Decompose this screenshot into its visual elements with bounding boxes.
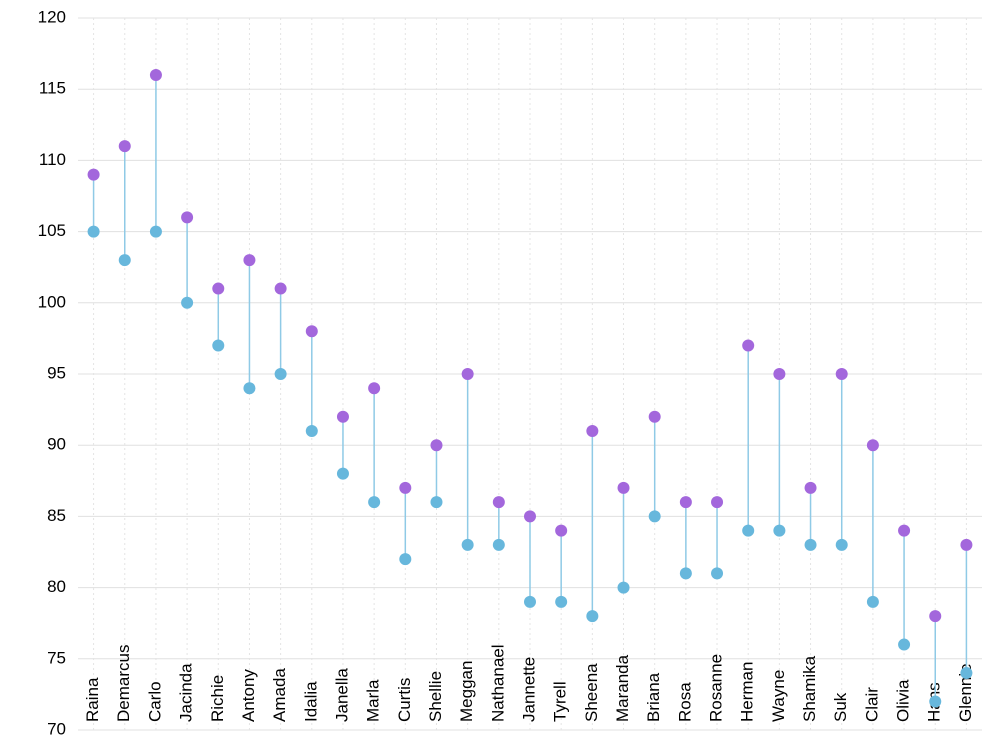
low-point (492, 538, 505, 551)
x-tick-label: Antony (239, 669, 258, 722)
low-point (586, 610, 599, 623)
high-point (648, 410, 661, 423)
low-point (648, 510, 661, 523)
y-tick-label: 110 (39, 150, 66, 169)
x-tick-label: Demarcus (114, 645, 133, 722)
x-tick-label: Rosa (675, 682, 694, 722)
y-tick-label: 100 (38, 292, 66, 311)
x-tick-label: Meggan (457, 661, 476, 722)
low-point (336, 467, 349, 480)
low-point (866, 595, 879, 608)
y-tick-label: 85 (47, 506, 66, 525)
high-point (430, 439, 443, 452)
high-point (711, 496, 724, 509)
low-point (305, 424, 318, 437)
y-tick-label: 115 (39, 79, 66, 98)
high-point (773, 368, 786, 380)
low-point (118, 254, 131, 267)
x-tick-label: Shamika (800, 655, 819, 722)
x-tick-label: Briana (644, 672, 663, 722)
high-point (492, 496, 505, 509)
high-point (336, 410, 349, 423)
x-tick-label: Tyrell (551, 681, 570, 722)
high-point (835, 368, 848, 380)
y-tick-label: 80 (47, 577, 66, 596)
high-point (399, 481, 412, 494)
high-point (368, 382, 381, 395)
low-point (773, 524, 786, 537)
low-point (960, 667, 973, 680)
low-point (898, 638, 911, 651)
low-point (243, 382, 256, 395)
low-point (929, 695, 942, 708)
low-point (399, 553, 412, 566)
x-tick-label: Wayne (769, 670, 788, 722)
low-point (430, 496, 443, 509)
high-point (118, 140, 131, 153)
x-tick-label: Sheena (582, 663, 601, 722)
x-tick-label: Carlo (145, 681, 164, 722)
low-point (742, 524, 755, 537)
low-point (711, 567, 724, 580)
high-point (742, 339, 755, 352)
y-tick-label: 75 (47, 648, 66, 667)
low-point (181, 296, 194, 309)
low-point (87, 225, 100, 238)
high-point (305, 325, 318, 338)
high-point (181, 211, 194, 224)
x-tick-label: Rosanne (707, 654, 726, 722)
y-tick-label: 90 (47, 435, 66, 454)
y-tick-label: 120 (38, 7, 66, 26)
low-point (804, 538, 817, 551)
high-point (274, 282, 287, 295)
low-point (149, 225, 162, 238)
high-point (243, 254, 256, 267)
high-point (804, 481, 817, 494)
x-tick-label: Clair (862, 687, 881, 722)
low-point (555, 595, 568, 608)
y-tick-label: 105 (38, 221, 66, 240)
high-point (524, 510, 536, 523)
low-point (274, 368, 287, 380)
x-tick-label: Herman (738, 662, 757, 722)
low-point (524, 595, 536, 608)
x-tick-label: Idalia (301, 681, 320, 722)
high-point (149, 68, 162, 81)
x-tick-label: Jacinda (177, 663, 196, 722)
high-point (586, 424, 599, 437)
x-tick-label: Suk (831, 692, 850, 722)
x-tick-label: Glennie (956, 663, 975, 722)
high-point (929, 610, 942, 623)
low-point (617, 581, 630, 594)
x-tick-label: Maranda (613, 654, 632, 722)
high-point (461, 368, 474, 380)
x-tick-label: Janella (332, 668, 351, 722)
x-tick-label: Shellie (426, 671, 445, 722)
high-point (555, 524, 568, 537)
x-tick-label: Raina (83, 677, 102, 722)
high-point (617, 481, 630, 494)
low-point (835, 538, 848, 551)
x-tick-label: Amada (270, 668, 289, 722)
high-point (866, 439, 879, 452)
x-tick-label: Richie (208, 675, 227, 722)
high-point (212, 282, 225, 295)
low-point (212, 339, 225, 352)
x-tick-label: Marla (364, 679, 383, 722)
x-tick-label: Olivia (894, 679, 913, 722)
high-point (898, 524, 911, 537)
low-point (679, 567, 692, 580)
high-point (679, 496, 692, 509)
high-point (960, 538, 973, 551)
low-point (368, 496, 381, 509)
high-point (87, 168, 100, 181)
y-tick-label: 95 (47, 363, 66, 382)
x-tick-label: Curtis (395, 678, 414, 722)
x-tick-label: Nathanael (488, 644, 507, 722)
y-tick-label: 70 (47, 719, 66, 738)
low-point (461, 538, 474, 551)
x-tick-label: Jannette (519, 657, 538, 722)
